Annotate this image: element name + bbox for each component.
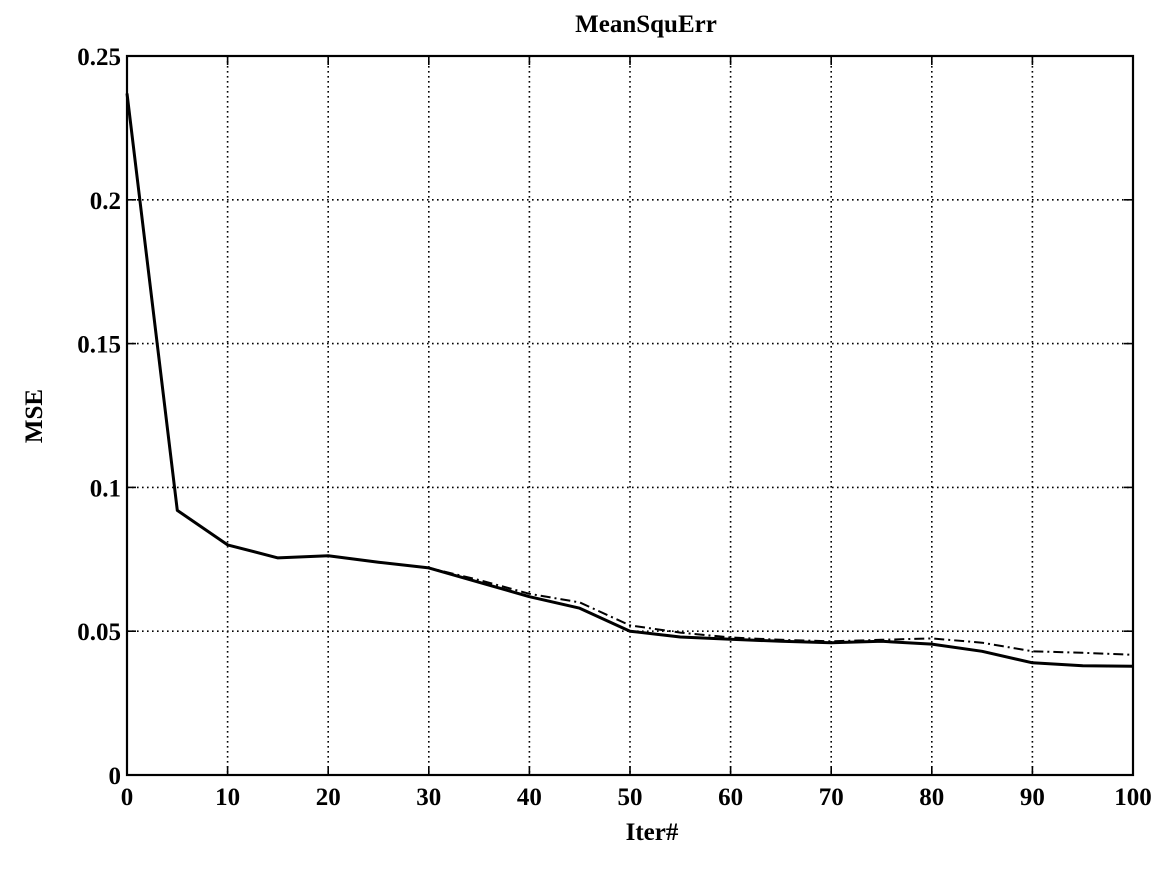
- x-axis-label: Iter#: [626, 819, 679, 846]
- x-tick-label: 70: [819, 784, 844, 811]
- series-line-solid: [125, 93, 1134, 668]
- x-tick-label: 30: [416, 784, 441, 811]
- x-tick-label: 90: [1020, 784, 1045, 811]
- y-tick-label: 0.25: [77, 44, 121, 71]
- y-axis-label: MSE: [21, 389, 48, 443]
- x-tick-label: 20: [316, 784, 341, 811]
- y-tick-label: 0: [109, 763, 122, 790]
- chart-title: MeanSquErr: [575, 11, 717, 38]
- x-tick-label: 40: [517, 784, 542, 811]
- grid-lines: [127, 56, 1133, 775]
- y-tick-label: 0.2: [90, 188, 121, 215]
- x-tick-label: 80: [919, 784, 944, 811]
- y-tick-label: 0.15: [77, 332, 121, 359]
- series-lines: [125, 93, 1134, 668]
- x-tick-label: 60: [718, 784, 743, 811]
- x-tick-label: 10: [215, 784, 240, 811]
- y-tick-label: 0.05: [77, 619, 121, 646]
- x-tick-label: 100: [1114, 784, 1152, 811]
- x-tick-label: 0: [121, 784, 134, 811]
- series-line-dash-dot: [126, 93, 1134, 656]
- axis-ticks: 0 10 20 30 40 50 60 70 80 90 100 0 0.05 0.1 0.15 0.2 0.2…: [77, 44, 1152, 811]
- y-tick-label: 0.1: [90, 475, 121, 502]
- x-tick-label: 50: [618, 784, 643, 811]
